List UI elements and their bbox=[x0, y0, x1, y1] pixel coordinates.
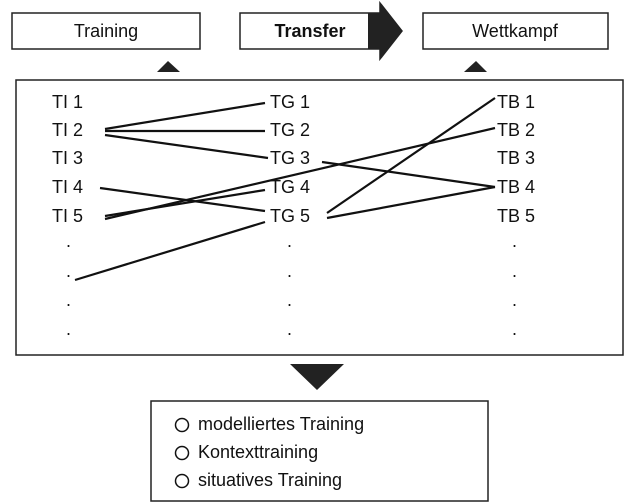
radio-circle bbox=[174, 473, 190, 489]
options-box bbox=[150, 400, 489, 502]
ellipsis-dot: . bbox=[66, 290, 71, 310]
main-box bbox=[15, 79, 624, 356]
item-label: TG 4 bbox=[270, 177, 310, 197]
item-label: TB 2 bbox=[497, 120, 535, 140]
up-triangle bbox=[464, 61, 487, 72]
ellipsis-dot: . bbox=[66, 261, 71, 281]
ellipsis-dot: . bbox=[512, 261, 517, 281]
wettkampf-box bbox=[422, 12, 609, 50]
connection bbox=[321, 160, 496, 189]
item-label: TI 5 bbox=[52, 206, 83, 226]
item-label: TI 3 bbox=[52, 148, 83, 168]
ellipsis-dot: . bbox=[512, 290, 517, 310]
ellipsis-dot: . bbox=[287, 290, 292, 310]
ellipsis-dot: . bbox=[512, 319, 517, 339]
item-label: TI 2 bbox=[52, 120, 83, 140]
wettkampf-label: Wettkampf bbox=[472, 21, 559, 41]
option-label: modelliertes Training bbox=[198, 414, 364, 434]
ellipsis-dot: . bbox=[66, 231, 71, 251]
ellipsis-dot: . bbox=[287, 231, 292, 251]
item-label: TI 1 bbox=[52, 92, 83, 112]
ellipsis-dot: . bbox=[287, 319, 292, 339]
up-triangle bbox=[157, 61, 180, 72]
item-label: TG 2 bbox=[270, 120, 310, 140]
item-label: TI 4 bbox=[52, 177, 83, 197]
item-label: TG 3 bbox=[270, 148, 310, 168]
transfer-arrow-head bbox=[368, 3, 402, 59]
connection bbox=[326, 185, 496, 220]
item-label: TB 3 bbox=[497, 148, 535, 168]
item-label: TG 5 bbox=[270, 206, 310, 226]
item-label: TB 4 bbox=[497, 177, 535, 197]
option-label: Kontexttraining bbox=[198, 442, 318, 462]
ellipsis-dot: . bbox=[287, 261, 292, 281]
options: modelliertes Training Kontexttraining situ… bbox=[174, 414, 364, 490]
training-label: Training bbox=[74, 21, 138, 41]
connection bbox=[99, 186, 266, 213]
columns: TI 1 TI 2 TI 3 TI 4 TI 5.... TG 1 TG 2 TG 3 TG 4… bbox=[52, 92, 535, 339]
item-label: TG 1 bbox=[270, 92, 310, 112]
connection bbox=[104, 133, 269, 160]
connection bbox=[326, 97, 496, 214]
training-box bbox=[11, 12, 201, 50]
radio-circle bbox=[174, 417, 190, 433]
down-triangle bbox=[290, 364, 344, 390]
ellipsis-dot: . bbox=[512, 231, 517, 251]
connection bbox=[104, 101, 266, 131]
connections bbox=[74, 97, 496, 282]
radio-circle bbox=[174, 445, 190, 461]
item-label: TB 1 bbox=[497, 92, 535, 112]
transfer-label: Transfer bbox=[274, 21, 345, 41]
option-label: situatives Training bbox=[198, 470, 342, 490]
item-label: TB 5 bbox=[497, 206, 535, 226]
connection bbox=[74, 220, 266, 282]
ellipsis-dot: . bbox=[66, 319, 71, 339]
